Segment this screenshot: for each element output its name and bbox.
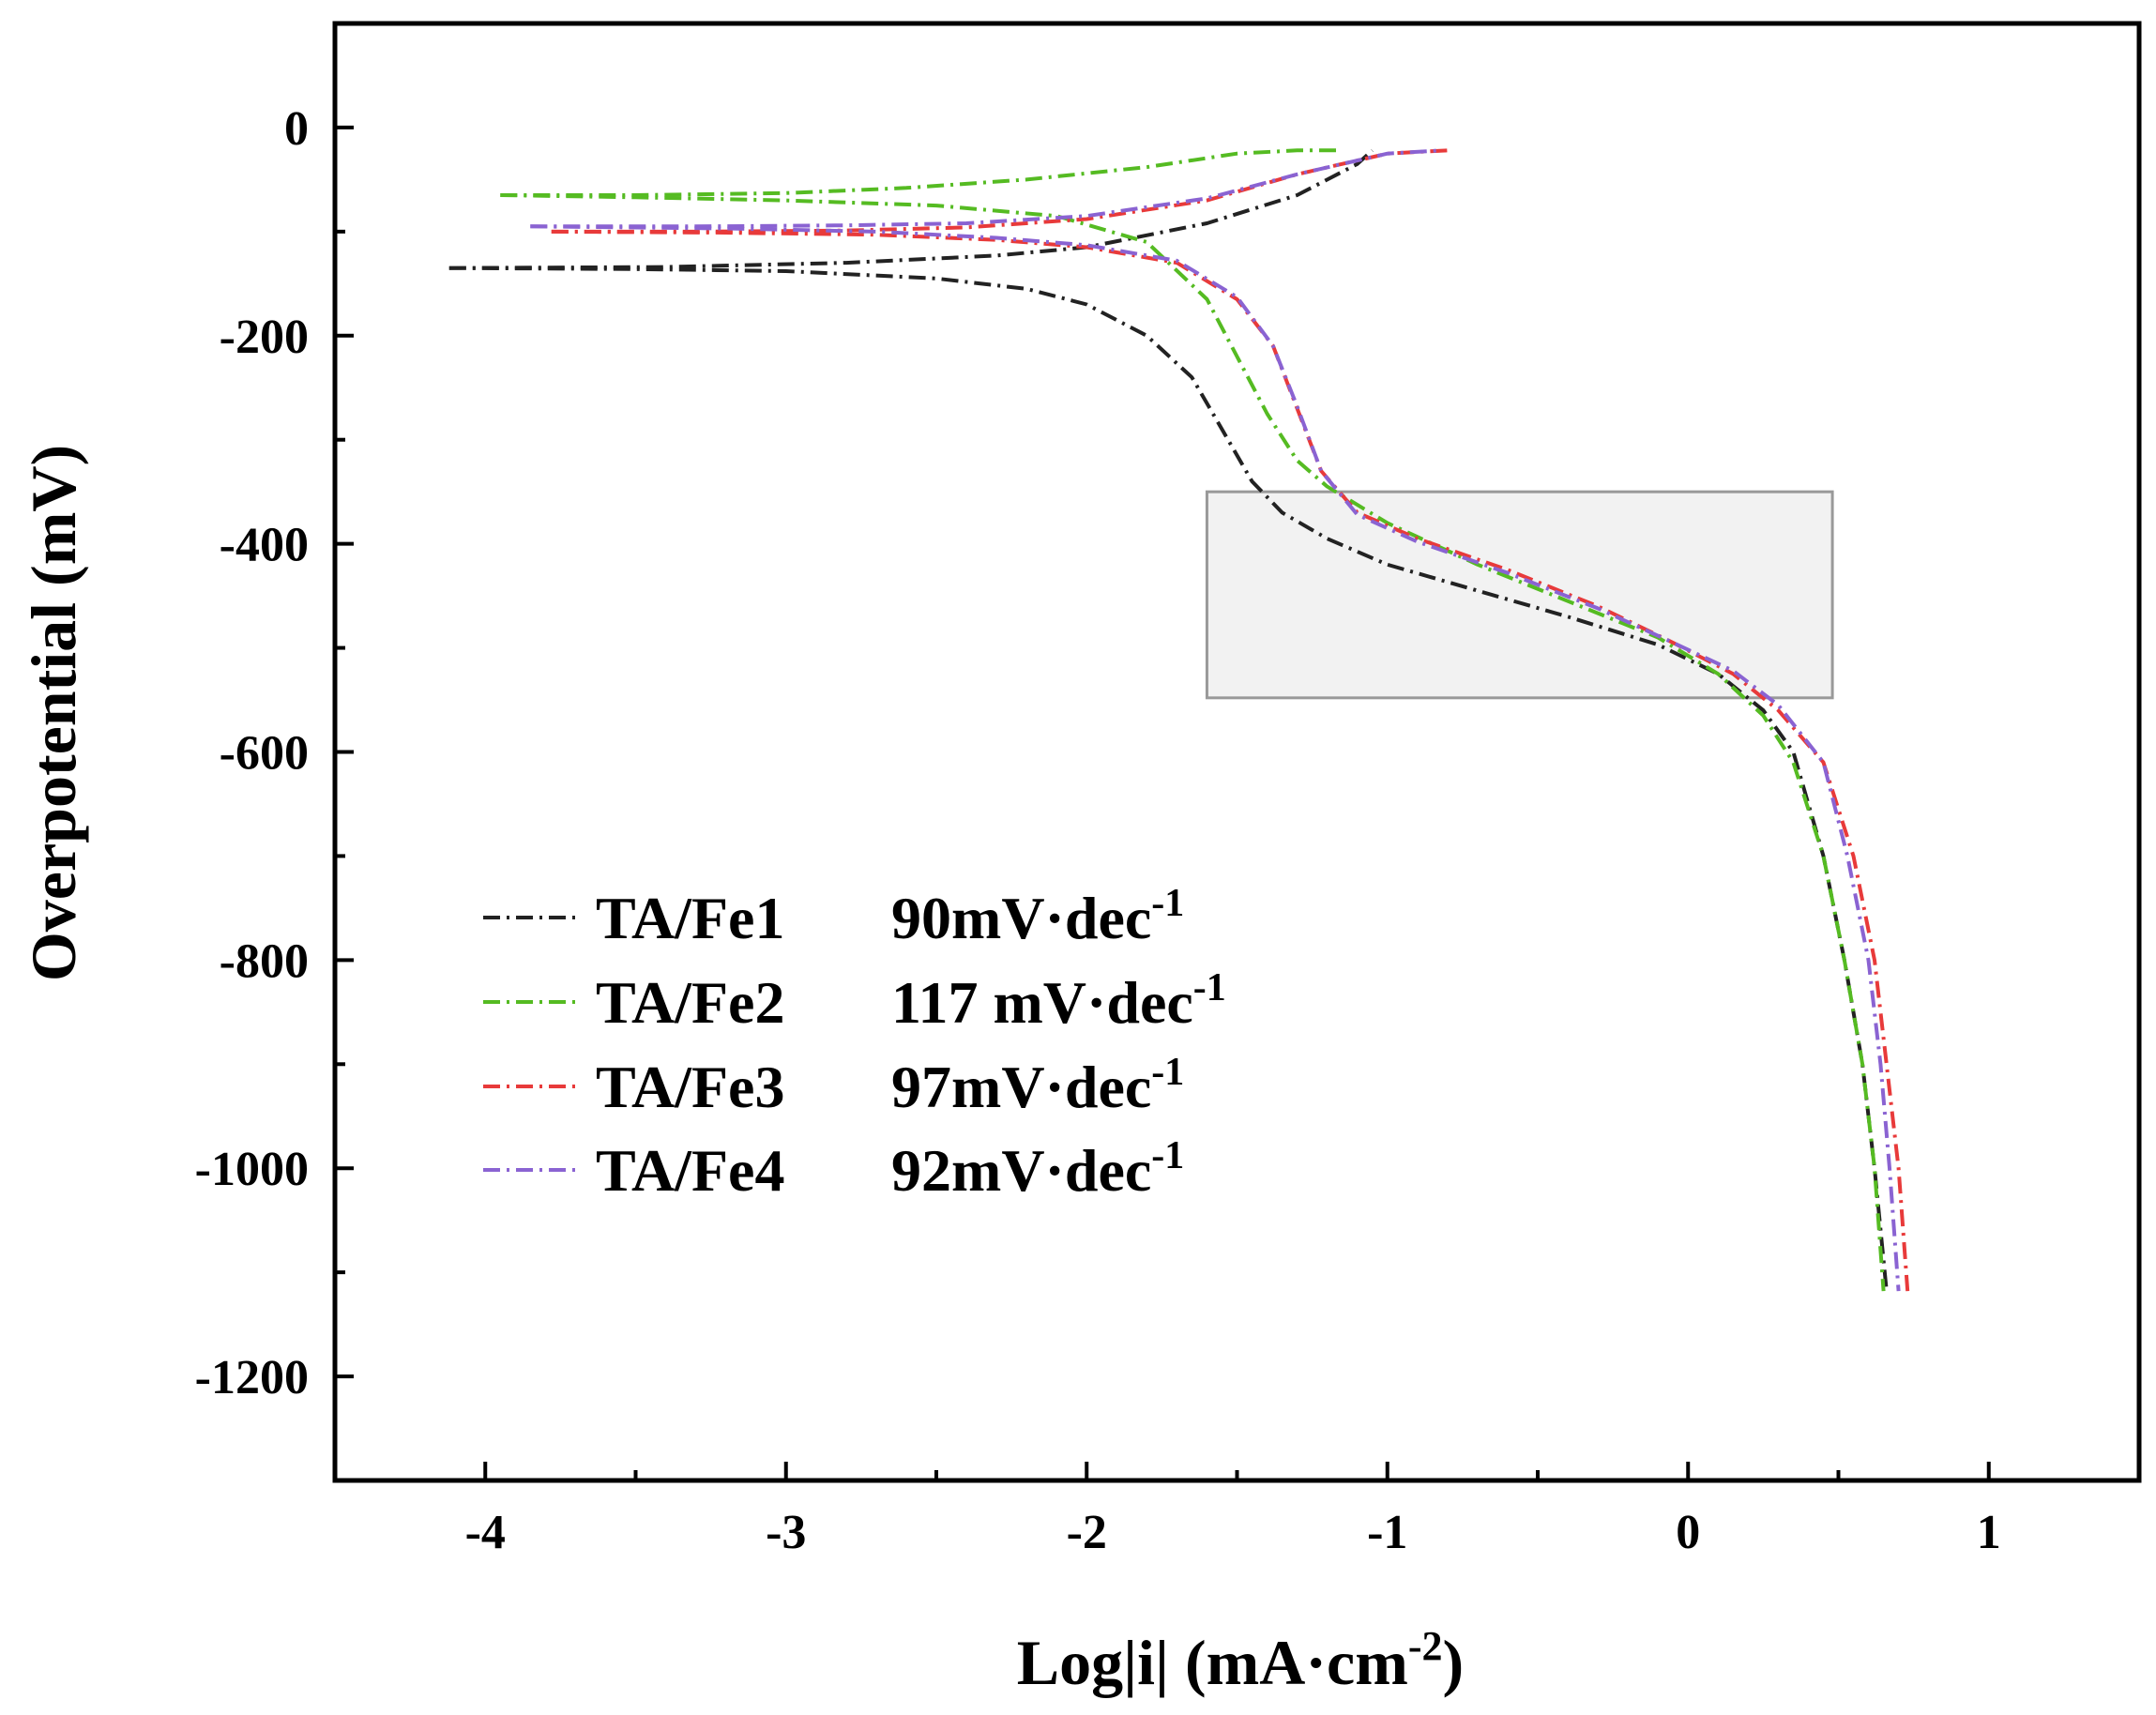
series-ta-fe2 xyxy=(500,148,1886,1292)
svg-text:Log|i| (mA·cm-2): Log|i| (mA·cm-2) xyxy=(1017,1623,1464,1698)
legend-label: TA/Fe4 xyxy=(596,1137,784,1204)
axis-layer: -4 -3 -2 -1 0 1 0 -200 -400 -600 -800 -1000 -1200 xyxy=(195,22,2141,1559)
series-line-anodic xyxy=(500,148,1337,197)
x-axis-title: Log|i| (mA·cm-2) xyxy=(1017,1623,1464,1698)
series-line-anodic xyxy=(530,148,1442,229)
y-tick-label: -1000 xyxy=(195,1143,309,1196)
series-line-cathodic xyxy=(530,224,1901,1292)
legend-slope: 97mV·dec-1 xyxy=(891,1051,1184,1120)
legend-slope: 90mV·dec-1 xyxy=(891,882,1184,951)
series-line-cathodic xyxy=(500,193,1886,1292)
legend-slope: 92mV·dec-1 xyxy=(891,1134,1184,1204)
series-line-anodic xyxy=(448,148,1374,270)
series-ta-fe4 xyxy=(530,148,1901,1292)
y-tick-label: -400 xyxy=(220,519,309,572)
highlight-box-layer xyxy=(1205,490,1834,700)
legend: TA/Fe1 90mV·dec-1 TA/Fe2 117 mV·dec-1 TA/Fe3… xyxy=(483,882,1226,1204)
x-tick-label: 0 xyxy=(1676,1506,1700,1559)
legend-label: TA/Fe3 xyxy=(596,1054,784,1120)
series-line-cathodic xyxy=(551,229,1910,1292)
legend-slope: 117 mV·dec-1 xyxy=(891,966,1226,1036)
legend-label: TA/Fe2 xyxy=(596,969,784,1036)
plot-frame xyxy=(332,21,2142,1483)
x-tick-label: -3 xyxy=(766,1506,806,1559)
x-tick-label: -1 xyxy=(1367,1506,1407,1559)
y-tick-label: -200 xyxy=(220,311,309,364)
series-line-cathodic xyxy=(448,266,1889,1292)
y-tick-label: -800 xyxy=(220,934,309,988)
x-tick-label: 1 xyxy=(1977,1506,2001,1559)
y-tick-label: -1200 xyxy=(195,1351,309,1404)
y-axis-title: Overpotential (mV) xyxy=(18,445,89,981)
y-tick-label: 0 xyxy=(284,102,309,156)
highlight-box xyxy=(1205,490,1834,700)
series-layer xyxy=(448,148,1910,1292)
legend-label: TA/Fe1 xyxy=(596,885,784,951)
x-tick-label: -4 xyxy=(465,1506,506,1559)
x-tick-label: -2 xyxy=(1067,1506,1107,1559)
y-tick-label: -600 xyxy=(220,727,309,781)
